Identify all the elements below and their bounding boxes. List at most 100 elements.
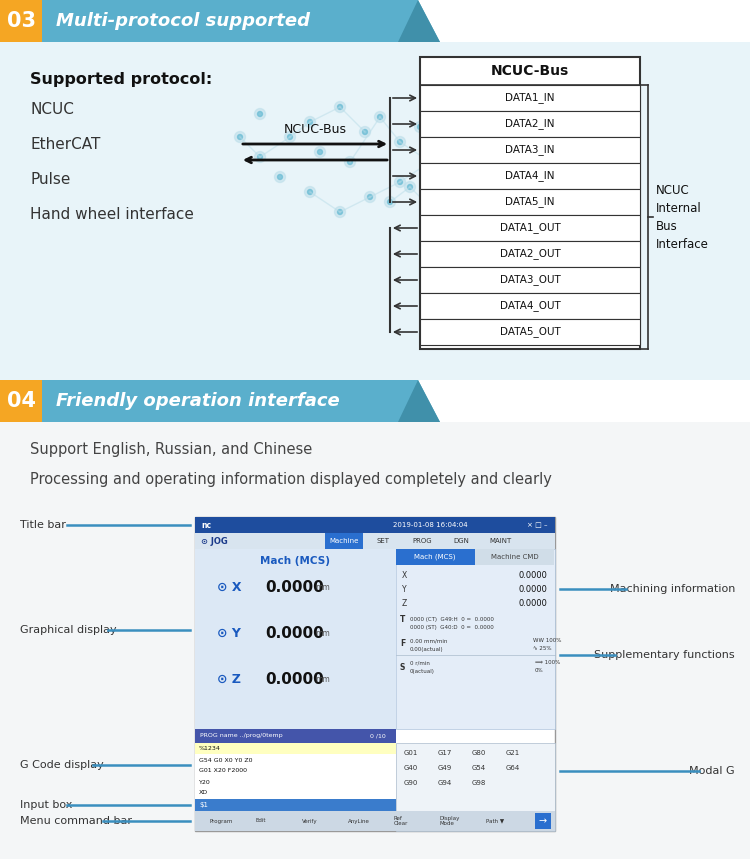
Circle shape: [304, 186, 316, 198]
Text: DATA2_OUT: DATA2_OUT: [500, 248, 560, 259]
Text: G64: G64: [506, 765, 520, 771]
Text: Y: Y: [402, 586, 406, 594]
Text: 0.0000: 0.0000: [518, 571, 547, 581]
Text: Processing and operating information displayed completely and clearly: Processing and operating information dis…: [30, 472, 552, 487]
Bar: [420, 293, 640, 319]
Text: XD: XD: [199, 790, 208, 795]
Circle shape: [257, 112, 262, 117]
Text: PROG: PROG: [413, 538, 432, 544]
Text: nc: nc: [201, 521, 211, 529]
Text: 0.0000: 0.0000: [265, 625, 324, 641]
Circle shape: [308, 119, 313, 125]
Text: Friendly operation interface: Friendly operation interface: [56, 392, 340, 410]
Text: 0.0000: 0.0000: [265, 672, 324, 686]
Text: ⊙ JOG: ⊙ JOG: [201, 537, 228, 545]
Bar: [420, 241, 640, 267]
Circle shape: [344, 156, 355, 168]
Circle shape: [364, 192, 376, 203]
Text: G01 X20 F2000: G01 X20 F2000: [199, 769, 247, 773]
Circle shape: [338, 105, 343, 109]
Text: Verify: Verify: [302, 819, 318, 824]
Text: X: X: [402, 571, 407, 581]
Circle shape: [388, 199, 392, 204]
Circle shape: [238, 135, 242, 139]
Bar: [420, 111, 640, 137]
Text: Z: Z: [402, 600, 407, 608]
Text: 0 r/min: 0 r/min: [410, 661, 430, 666]
Polygon shape: [398, 0, 440, 42]
Bar: [195, 743, 396, 799]
Text: DATA4_IN: DATA4_IN: [506, 171, 555, 181]
Text: S: S: [400, 662, 405, 672]
Text: DATA1_IN: DATA1_IN: [506, 93, 555, 103]
Circle shape: [317, 149, 322, 155]
Text: G54: G54: [472, 765, 486, 771]
Text: G40: G40: [404, 765, 418, 771]
Text: G Code display: G Code display: [20, 760, 104, 771]
Circle shape: [445, 186, 455, 198]
Text: 0.00 mm/min: 0.00 mm/min: [410, 638, 447, 643]
Circle shape: [398, 139, 403, 144]
Text: NCUC-Bus: NCUC-Bus: [490, 64, 569, 78]
Circle shape: [274, 172, 286, 182]
Bar: [420, 85, 640, 111]
Circle shape: [368, 194, 373, 199]
Text: mm: mm: [315, 674, 330, 684]
Text: DATA3_IN: DATA3_IN: [506, 144, 555, 155]
Circle shape: [407, 185, 413, 190]
Text: 0.0000: 0.0000: [265, 580, 324, 594]
Text: Supported protocol:: Supported protocol:: [30, 72, 212, 87]
Text: Mach (MCS): Mach (MCS): [414, 554, 456, 560]
Text: T: T: [400, 614, 405, 624]
Bar: [396, 549, 555, 729]
Circle shape: [374, 112, 386, 123]
Text: Title bar: Title bar: [20, 520, 66, 530]
Text: NCUC
Internal
Bus
Interface: NCUC Internal Bus Interface: [656, 184, 709, 251]
Text: 0000 (CT)  G49:H  0 =  0.0000: 0000 (CT) G49:H 0 = 0.0000: [410, 617, 494, 622]
Circle shape: [334, 206, 346, 217]
Circle shape: [284, 131, 296, 143]
Bar: [195, 517, 555, 831]
Text: EtherCAT: EtherCAT: [30, 137, 100, 152]
Bar: [0, 42, 750, 380]
Bar: [396, 549, 475, 565]
Bar: [325, 533, 363, 549]
Circle shape: [334, 101, 346, 113]
Text: →: →: [539, 816, 547, 826]
Text: 0.00(actual): 0.00(actual): [410, 647, 444, 651]
Text: DGN: DGN: [453, 538, 469, 544]
Text: WW 100%: WW 100%: [533, 638, 561, 643]
Text: × □ –: × □ –: [526, 522, 548, 528]
Text: DATA5_OUT: DATA5_OUT: [500, 326, 560, 338]
Circle shape: [415, 121, 425, 132]
Bar: [195, 517, 555, 533]
Circle shape: [394, 176, 406, 187]
Text: Path ▼: Path ▼: [486, 819, 504, 824]
Circle shape: [488, 160, 493, 165]
Bar: [420, 215, 640, 241]
Text: Machine: Machine: [329, 538, 358, 544]
Circle shape: [359, 126, 370, 137]
Circle shape: [314, 147, 326, 157]
Text: Menu command bar: Menu command bar: [20, 816, 132, 826]
Text: Hand wheel interface: Hand wheel interface: [30, 207, 194, 222]
Text: DATA1_OUT: DATA1_OUT: [500, 222, 560, 234]
Text: Mach (MCS): Mach (MCS): [260, 556, 331, 566]
Circle shape: [362, 130, 368, 135]
Circle shape: [257, 155, 262, 160]
Text: DATA4_OUT: DATA4_OUT: [500, 301, 560, 312]
Circle shape: [308, 190, 313, 194]
Polygon shape: [42, 0, 440, 42]
Text: 0(actual): 0(actual): [410, 668, 435, 673]
Circle shape: [338, 210, 343, 215]
Text: ⊙ Z: ⊙ Z: [217, 673, 241, 685]
Circle shape: [398, 180, 403, 185]
Text: 0 /10: 0 /10: [370, 734, 386, 739]
Circle shape: [418, 125, 422, 130]
Text: PROG name ../prog/0temp: PROG name ../prog/0temp: [200, 734, 283, 739]
Bar: [420, 163, 640, 189]
Text: 0000 (ST)  G40:D  0 =  0.0000: 0000 (ST) G40:D 0 = 0.0000: [410, 624, 494, 630]
Text: G54 G0 X0 Y0 Z0: G54 G0 X0 Y0 Z0: [199, 758, 253, 763]
Text: F: F: [400, 638, 405, 648]
Bar: [195, 549, 396, 729]
